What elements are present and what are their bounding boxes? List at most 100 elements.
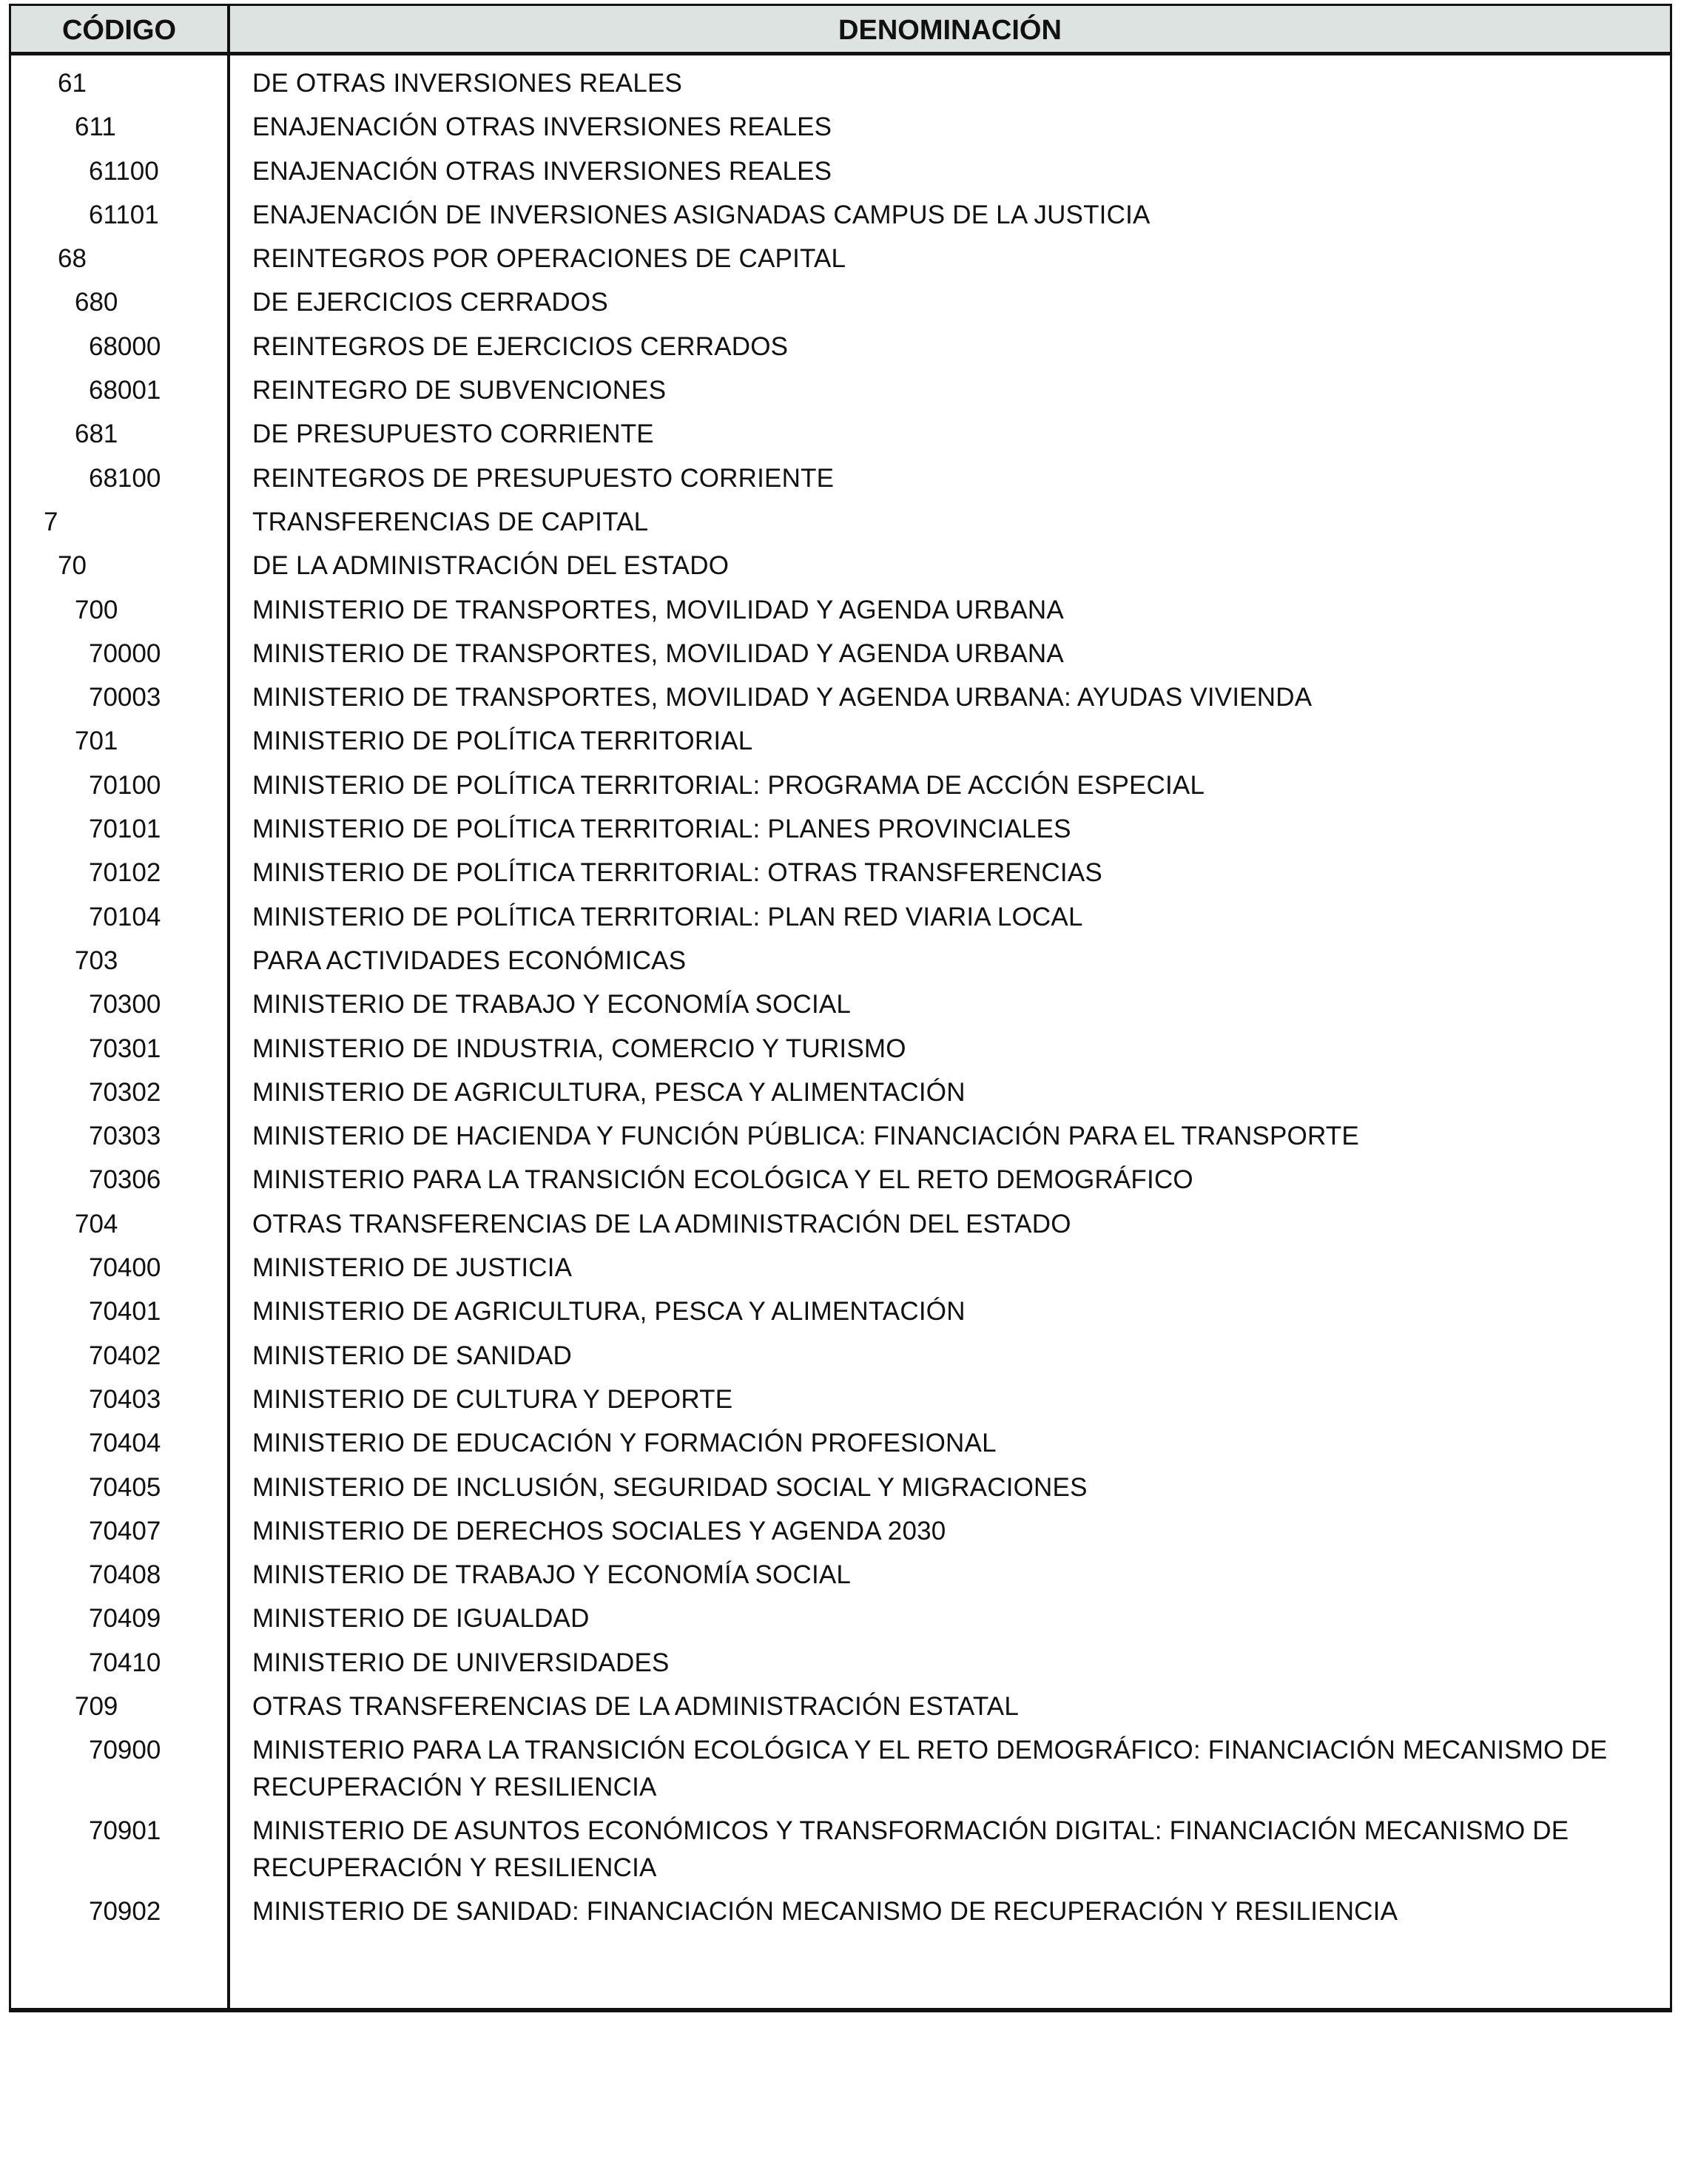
row-denomination: MINISTERIO DE JUSTICIA bbox=[252, 1253, 573, 1283]
row-code: 70404 bbox=[89, 1429, 161, 1458]
row-denomination: MINISTERIO DE INCLUSIÓN, SEGURIDAD SOCIA… bbox=[252, 1472, 1088, 1502]
table-row: 68 REINTEGROS POR OPERACIONES DE CAPITAL bbox=[11, 237, 1670, 281]
row-code: 709 bbox=[75, 1691, 118, 1721]
row-code: 70410 bbox=[89, 1648, 161, 1677]
row-denomination: REINTEGROS DE EJERCICIOS CERRADOS bbox=[252, 331, 789, 361]
row-denomination: MINISTERIO DE ASUNTOS ECONÓMICOS Y TRANS… bbox=[252, 1816, 1569, 1883]
row-code: 68001 bbox=[89, 376, 161, 405]
table-row: 70000 MINISTERIO DE TRANSPORTES, MOVILIDA… bbox=[11, 633, 1670, 676]
table-row: 704 OTRAS TRANSFERENCIAS DE LA ADMINISTRA… bbox=[11, 1203, 1670, 1247]
row-denomination: MINISTERIO DE TRABAJO Y ECONOMÍA SOCIAL bbox=[252, 1560, 852, 1590]
table-row: 70102 MINISTERIO DE POLÍTICA TERRITORIAL:… bbox=[11, 852, 1670, 895]
table-row: 70402 MINISTERIO DE SANIDAD bbox=[11, 1335, 1670, 1378]
row-denomination: MINISTERIO DE TRANSPORTES, MOVILIDAD Y A… bbox=[252, 683, 1313, 712]
table-row: 68000 REINTEGROS DE EJERCICIOS CERRADOS bbox=[11, 326, 1670, 369]
table-row: 70400 MINISTERIO DE JUSTICIA bbox=[11, 1247, 1670, 1290]
table-row: 70404 MINISTERIO DE EDUCACIÓN Y FORMACIÓN… bbox=[11, 1422, 1670, 1466]
row-code: 70306 bbox=[89, 1165, 161, 1195]
row-denomination: MINISTERIO DE TRABAJO Y ECONOMÍA SOCIAL bbox=[252, 990, 852, 1019]
row-denomination: MINISTERIO DE AGRICULTURA, PESCA Y ALIME… bbox=[252, 1077, 966, 1107]
row-code: 70402 bbox=[89, 1341, 161, 1370]
table-row: 70301 MINISTERIO DE INDUSTRIA, COMERCIO Y… bbox=[11, 1028, 1670, 1071]
row-code: 70104 bbox=[89, 902, 161, 931]
row-code: 68100 bbox=[89, 463, 161, 493]
table-row: 70405 MINISTERIO DE INCLUSIÓN, SEGURIDAD … bbox=[11, 1466, 1670, 1510]
row-code: 70902 bbox=[89, 1897, 161, 1927]
table-row: 70300 MINISTERIO DE TRABAJO Y ECONOMÍA SO… bbox=[11, 983, 1670, 1027]
row-code: 703 bbox=[75, 946, 118, 975]
row-denomination: MINISTERIO DE INDUSTRIA, COMERCIO Y TURI… bbox=[252, 1034, 906, 1063]
table-row: 70902 MINISTERIO DE SANIDAD: FINANCIACIÓN… bbox=[11, 1890, 1670, 1934]
row-code: 70408 bbox=[89, 1560, 161, 1590]
table-row: 70101 MINISTERIO DE POLÍTICA TERRITORIAL:… bbox=[11, 808, 1670, 852]
row-denomination: MINISTERIO DE POLÍTICA TERRITORIAL: OTRA… bbox=[252, 858, 1102, 888]
row-code: 70301 bbox=[89, 1034, 161, 1063]
row-denomination: MINISTERIO DE CULTURA Y DEPORTE bbox=[252, 1384, 733, 1414]
row-denomination: DE OTRAS INVERSIONES REALES bbox=[252, 69, 683, 98]
row-denomination: TRANSFERENCIAS DE CAPITAL bbox=[252, 507, 649, 536]
table-row: 70 DE LA ADMINISTRACIÓN DEL ESTADO bbox=[11, 545, 1670, 588]
row-denomination: MINISTERIO DE TRANSPORTES, MOVILIDAD Y A… bbox=[252, 595, 1064, 624]
table-row: 70104 MINISTERIO DE POLÍTICA TERRITORIAL:… bbox=[11, 896, 1670, 940]
row-denomination: ENAJENACIÓN OTRAS INVERSIONES REALES bbox=[252, 156, 832, 186]
row-denomination: MINISTERIO DE SANIDAD: FINANCIACIÓN MECA… bbox=[252, 1897, 1398, 1927]
header-code: CÓDIGO bbox=[61, 15, 177, 46]
table-row: 70409 MINISTERIO DE IGUALDAD bbox=[11, 1597, 1670, 1641]
row-denomination: MINISTERIO DE IGUALDAD bbox=[252, 1604, 590, 1634]
table-row: 70407 MINISTERIO DE DERECHOS SOCIALES Y A… bbox=[11, 1510, 1670, 1554]
table-row: 68001 REINTEGRO DE SUBVENCIONES bbox=[11, 369, 1670, 413]
row-denomination: ENAJENACIÓN DE INVERSIONES ASIGNADAS CAM… bbox=[252, 200, 1151, 229]
table-row: 70403 MINISTERIO DE CULTURA Y DEPORTE bbox=[11, 1378, 1670, 1422]
row-denomination: MINISTERIO DE AGRICULTURA, PESCA Y ALIME… bbox=[252, 1297, 966, 1327]
table-row: 701 MINISTERIO DE POLÍTICA TERRITORIAL bbox=[11, 720, 1670, 764]
row-denomination: MINISTERIO DE EDUCACIÓN Y FORMACIÓN PROF… bbox=[252, 1429, 997, 1458]
table-row: 61100 ENAJENACIÓN OTRAS INVERSIONES REALE… bbox=[11, 150, 1670, 194]
row-code: 680 bbox=[75, 288, 118, 317]
table-header: CÓDIGO DENOMINACIÓN bbox=[11, 6, 1670, 55]
row-denomination: DE PRESUPUESTO CORRIENTE bbox=[252, 419, 654, 449]
table-row: 703 PARA ACTIVIDADES ECONÓMICAS bbox=[11, 940, 1670, 983]
table-row: 7 TRANSFERENCIAS DE CAPITAL bbox=[11, 501, 1670, 545]
row-code: 704 bbox=[75, 1209, 118, 1238]
table-row: 70302 MINISTERIO DE AGRICULTURA, PESCA Y … bbox=[11, 1071, 1670, 1115]
row-code: 68000 bbox=[89, 331, 161, 361]
row-code: 611 bbox=[75, 112, 116, 142]
row-denomination: OTRAS TRANSFERENCIAS DE LA ADMINISTRACIÓ… bbox=[252, 1691, 1020, 1721]
row-code: 701 bbox=[75, 727, 118, 756]
row-denomination: MINISTERIO DE SANIDAD bbox=[252, 1341, 573, 1370]
row-code: 70403 bbox=[89, 1384, 161, 1414]
table-row: 700 MINISTERIO DE TRANSPORTES, MOVILIDAD … bbox=[11, 589, 1670, 633]
table-row: 70303 MINISTERIO DE HACIENDA Y FUNCIÓN PÚ… bbox=[11, 1115, 1670, 1159]
table-row: 611 ENAJENACIÓN OTRAS INVERSIONES REALES bbox=[11, 106, 1670, 149]
table-row: 680 DE EJERCICIOS CERRADOS bbox=[11, 281, 1670, 325]
row-code: 70100 bbox=[89, 770, 161, 800]
table-row: 61 DE OTRAS INVERSIONES REALES bbox=[11, 62, 1670, 106]
row-code: 70900 bbox=[89, 1736, 161, 1765]
row-denomination: REINTEGROS POR OPERACIONES DE CAPITAL bbox=[252, 244, 846, 274]
row-code: 70407 bbox=[89, 1516, 161, 1546]
row-denomination: ENAJENACIÓN OTRAS INVERSIONES REALES bbox=[252, 112, 832, 142]
row-denomination: REINTEGRO DE SUBVENCIONES bbox=[252, 376, 667, 405]
column-divider bbox=[227, 6, 230, 2008]
table-row: 70306 MINISTERIO PARA LA TRANSICIÓN ECOLÓ… bbox=[11, 1159, 1670, 1202]
row-code: 70400 bbox=[89, 1253, 161, 1283]
row-code: 61100 bbox=[89, 156, 159, 186]
row-code: 70409 bbox=[89, 1604, 161, 1634]
row-code: 68 bbox=[58, 244, 87, 274]
row-code: 70300 bbox=[89, 990, 161, 1019]
table-body: 61 DE OTRAS INVERSIONES REALES 611 ENAJENAC… bbox=[11, 62, 1670, 1935]
row-denomination: MINISTERIO DE HACIENDA Y FUNCIÓN PÚBLICA… bbox=[252, 1122, 1359, 1151]
row-code: 681 bbox=[75, 419, 118, 449]
header-denomination: DENOMINACIÓN bbox=[838, 15, 1062, 46]
row-code: 70302 bbox=[89, 1077, 161, 1107]
table-row: 61101 ENAJENACIÓN DE INVERSIONES ASIGNADA… bbox=[11, 194, 1670, 237]
table-row: 68100 REINTEGROS DE PRESUPUESTO CORRIENTE bbox=[11, 457, 1670, 501]
row-denomination: MINISTERIO DE POLÍTICA TERRITORIAL: PLAN… bbox=[252, 815, 1071, 844]
row-code: 70101 bbox=[89, 815, 161, 844]
table-row: 70901 MINISTERIO DE ASUNTOS ECONÓMICOS Y … bbox=[11, 1810, 1670, 1890]
row-code: 70401 bbox=[89, 1297, 161, 1327]
table-row: 70003 MINISTERIO DE TRANSPORTES, MOVILIDA… bbox=[11, 676, 1670, 720]
row-code: 70901 bbox=[89, 1816, 161, 1846]
table-row: 70408 MINISTERIO DE TRABAJO Y ECONOMÍA SO… bbox=[11, 1554, 1670, 1597]
row-code: 70003 bbox=[89, 683, 161, 712]
